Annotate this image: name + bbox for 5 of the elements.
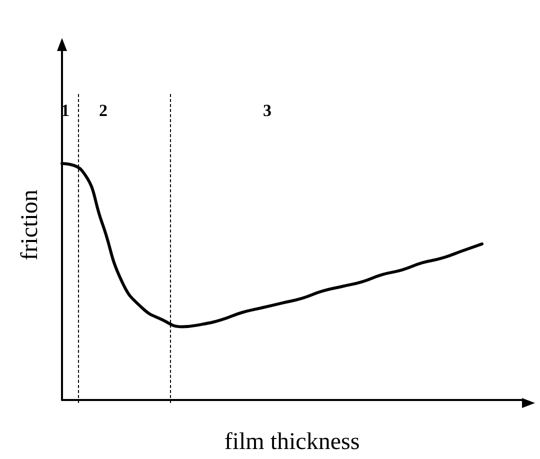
text: 1 <box>61 101 70 120</box>
x-axis-title: film thickness <box>224 429 360 455</box>
y-axis-title: friction <box>17 190 43 260</box>
text: 3 <box>263 101 272 120</box>
text: 2 <box>99 101 108 120</box>
